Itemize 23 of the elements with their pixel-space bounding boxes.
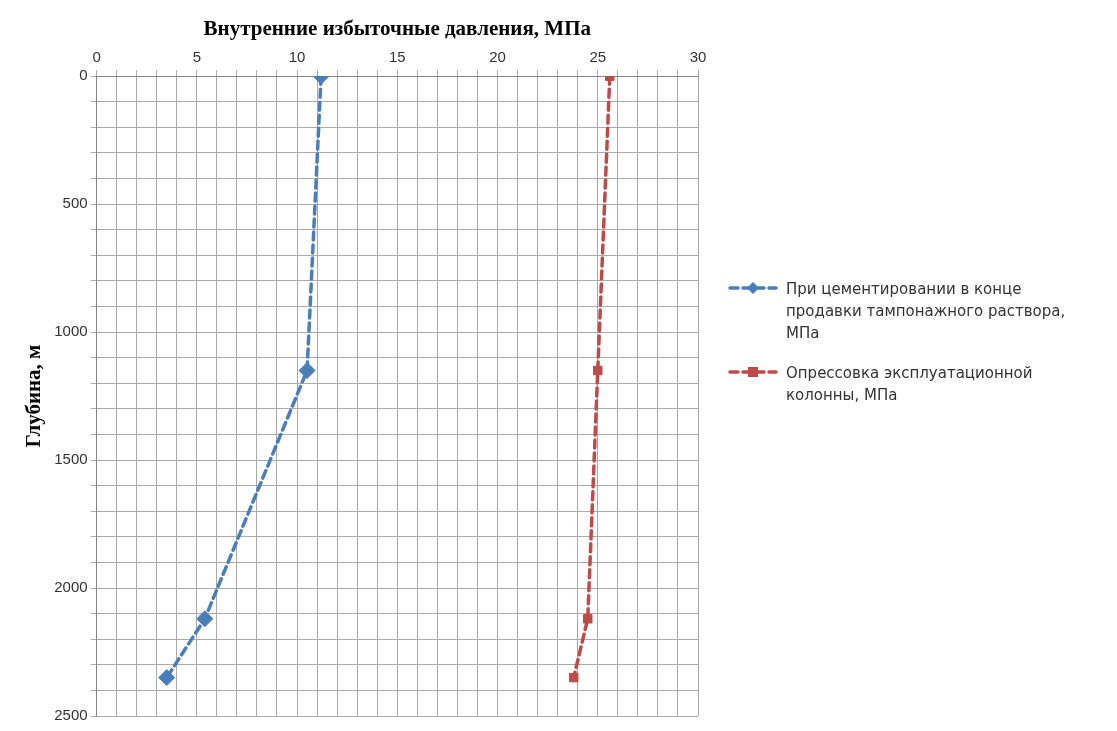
y-tick-label: 1500 [54,450,88,468]
point [196,610,214,628]
point [593,365,603,376]
x-axis-title: Внутренние избыточные давления, МПа [203,16,592,41]
x-tick-label: 15 [388,48,406,66]
y-tick-label: 2000 [54,578,88,596]
point [298,362,316,380]
y-axis-title: Глубина, м [21,344,46,448]
x-tick-label: 30 [689,48,707,66]
legend-label: При цементировании в конце продавки тампонажного раствора, МПа [786,279,1067,344]
y-tick-label: 1000 [54,322,88,340]
y-tick-label: 500 [62,194,88,212]
y-tick-label: 0 [79,66,88,84]
point [158,669,176,687]
x-tick-label: 5 [192,48,201,66]
x-tick-label: 10 [288,48,306,66]
legend-label: Опрессовка эксплуатационной колонны, МПа [786,363,1034,406]
x-tick-label: 20 [489,48,506,66]
point [583,614,593,624]
x-tick-label: 25 [589,48,607,66]
y-tick-label: 2500 [54,706,88,724]
x-tick-label: 0 [92,48,101,66]
point [568,672,579,683]
